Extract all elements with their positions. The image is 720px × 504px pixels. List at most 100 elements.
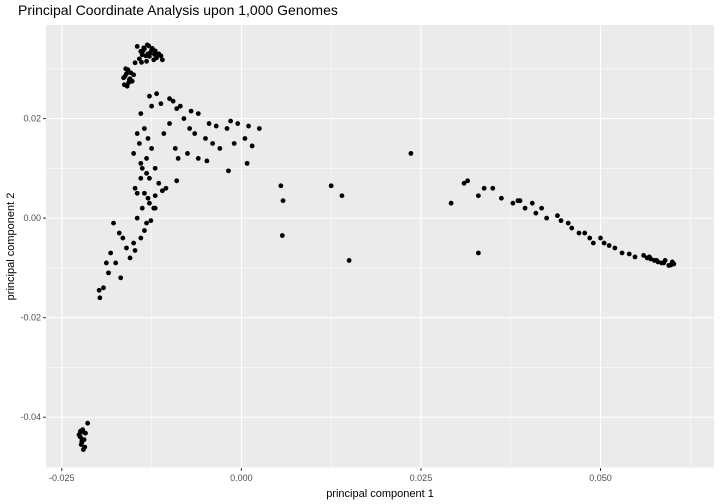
data-point	[149, 146, 154, 151]
data-point	[149, 103, 154, 109]
data-point	[626, 251, 632, 257]
data-point	[231, 141, 237, 146]
data-point	[544, 215, 550, 221]
data-point	[174, 106, 180, 112]
data-point	[140, 48, 146, 54]
y-axis-title: principal component 2	[5, 193, 17, 301]
data-point	[138, 111, 144, 116]
data-point	[78, 428, 83, 434]
data-point	[126, 77, 132, 83]
data-point	[249, 143, 255, 149]
data-point	[172, 146, 178, 151]
data-point	[582, 230, 588, 236]
data-point	[558, 218, 564, 224]
data-point	[147, 50, 153, 56]
data-point	[121, 75, 126, 81]
data-point	[144, 220, 149, 226]
data-point	[116, 230, 122, 236]
data-point	[161, 131, 167, 136]
data-point	[154, 55, 160, 61]
data-point	[142, 190, 147, 196]
data-point	[280, 198, 286, 204]
data-point	[203, 136, 208, 141]
data-point	[529, 200, 535, 206]
data-point	[132, 60, 138, 66]
data-point	[224, 126, 230, 131]
data-point	[159, 188, 165, 194]
data-point	[167, 121, 172, 126]
data-point	[145, 195, 151, 201]
data-point	[565, 220, 571, 226]
data-point	[146, 43, 152, 49]
data-point	[132, 248, 138, 253]
data-point	[539, 205, 545, 211]
data-point	[210, 141, 216, 146]
data-point	[159, 57, 165, 63]
data-point	[195, 155, 201, 161]
data-point	[192, 131, 198, 136]
data-point	[134, 215, 140, 221]
data-point	[111, 220, 116, 226]
data-point	[101, 285, 106, 291]
data-point	[490, 185, 496, 191]
data-point	[145, 136, 151, 141]
data-point	[461, 180, 467, 186]
data-point	[80, 447, 86, 452]
data-point	[127, 255, 133, 261]
data-point	[139, 165, 145, 171]
data-point	[139, 59, 144, 65]
data-point	[517, 198, 523, 204]
data-point	[569, 225, 575, 231]
data-point	[138, 175, 144, 181]
data-point	[448, 200, 454, 206]
data-point	[177, 103, 183, 109]
data-point	[136, 56, 142, 62]
data-point	[619, 250, 625, 256]
data-point	[612, 245, 618, 251]
data-point	[598, 235, 603, 241]
y-tick-label: -0.04	[20, 412, 41, 422]
data-point	[158, 53, 164, 59]
data-point	[96, 287, 102, 293]
data-point	[85, 420, 91, 426]
data-point	[641, 253, 647, 258]
data-point	[328, 183, 334, 189]
data-point	[510, 200, 516, 206]
data-point	[476, 193, 481, 199]
data-point	[206, 121, 212, 126]
x-axis-ticks: -0.025 0.000 0.025 0.050	[49, 468, 612, 483]
data-point	[152, 165, 158, 171]
data-point	[108, 250, 114, 256]
data-point	[646, 254, 652, 260]
data-point	[106, 270, 111, 276]
data-point	[132, 185, 138, 191]
data-point	[149, 45, 155, 51]
data-point	[498, 195, 504, 201]
data-point	[77, 433, 83, 439]
data-point	[181, 116, 187, 121]
data-point	[152, 193, 158, 199]
plot-panel	[46, 25, 714, 468]
data-point	[143, 53, 149, 59]
data-point	[204, 158, 210, 164]
data-point	[408, 151, 414, 156]
data-point	[144, 58, 149, 64]
data-point	[213, 123, 219, 129]
data-point	[654, 258, 659, 263]
data-point	[339, 193, 345, 199]
data-point	[134, 44, 140, 49]
data-point	[481, 185, 487, 191]
data-point	[228, 118, 233, 124]
data-point	[279, 233, 285, 238]
data-point	[139, 205, 145, 211]
data-point	[188, 108, 194, 114]
x-tick-label: -0.025	[49, 473, 75, 483]
data-point	[136, 141, 142, 146]
data-point	[217, 146, 223, 151]
data-point	[175, 155, 181, 161]
data-point	[187, 126, 193, 131]
data-point	[185, 151, 190, 156]
data-point	[123, 66, 129, 72]
data-point	[148, 218, 154, 224]
